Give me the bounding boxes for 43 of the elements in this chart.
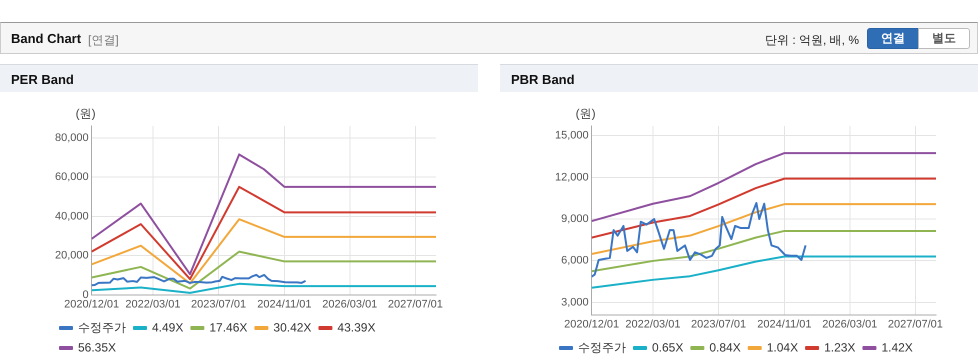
y-tick-label: 80,000 [54, 132, 89, 144]
legend-label: 43.39X [337, 320, 376, 334]
y-axis-title: (원) [76, 106, 96, 120]
y-tick-label: 3,000 [561, 296, 589, 308]
x-tick-label: 2024/11/01 [757, 318, 812, 330]
x-tick-label: 2027/07/01 [888, 318, 943, 330]
x-tick-label: 2020/12/01 [564, 318, 620, 330]
text: [연결] [88, 32, 119, 49]
y-tick-label: 20,000 [54, 250, 89, 262]
text: 단위 : 억원, 배, % [764, 32, 859, 49]
x-tick-label: 2022/03/01 [625, 318, 680, 330]
y-tick-label: 15,000 [554, 130, 589, 142]
legend-label: 17.46X [209, 320, 248, 334]
y-tick-label: 60,000 [54, 171, 89, 184]
y-tick-label: 40,000 [54, 210, 89, 222]
x-tick-label: 2022/03/01 [125, 298, 180, 310]
text: Band Chart [11, 31, 82, 46]
x-tick-label: 2024/11/01 [257, 298, 312, 310]
y-tick-label: 0 [82, 288, 89, 301]
x-tick-label: 2023/07/01 [191, 298, 246, 310]
x-tick-label: 2020/12/01 [64, 298, 120, 310]
legend-label: 4.49X [152, 320, 184, 334]
x-tick-label: 2023/07/01 [691, 318, 746, 330]
y-tick-label: 12,000 [554, 171, 589, 184]
y-tick-label: 9,000 [561, 213, 589, 226]
x-tick-label: 2027/07/01 [388, 298, 443, 310]
legend-label: 수정주가 [578, 340, 626, 354]
legend-label: 1.42X [881, 340, 913, 354]
y-tick-label: 6,000 [561, 254, 589, 267]
text: 연결 [867, 28, 919, 49]
chart-title: PBR Band [511, 72, 575, 87]
x-tick-label: 2026/03/01 [322, 298, 378, 310]
legend-label: 0.65X [652, 340, 684, 354]
text: 별도 [918, 28, 970, 49]
legend-label: 56.35X [78, 340, 116, 354]
x-tick-label: 2026/03/01 [822, 318, 878, 330]
y-axis-title: (원) [576, 106, 596, 120]
legend-label: 0.84X [709, 340, 741, 354]
legend-label: 수정주가 [78, 320, 126, 334]
chart-title: PER Band [11, 72, 74, 87]
legend-label: 1.04X [766, 340, 798, 354]
legend-label: 1.23X [824, 340, 856, 354]
legend-label: 30.42X [273, 320, 312, 334]
